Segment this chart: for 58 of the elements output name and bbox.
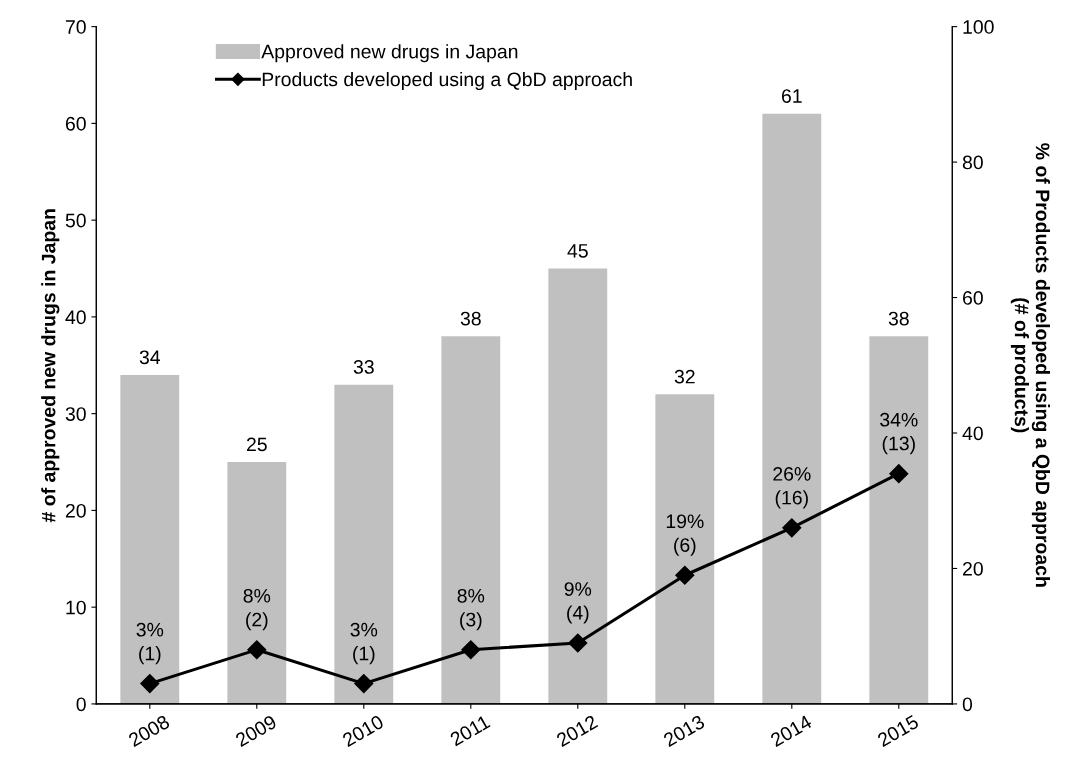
point xyxy=(461,640,481,660)
x-tick-label: 2010 xyxy=(341,714,385,748)
data-label: 9% (4) xyxy=(564,582,592,624)
x-tick-label: 2015 xyxy=(876,714,920,748)
data-label: 38 xyxy=(888,311,909,326)
data-label: 32 xyxy=(674,369,695,384)
point xyxy=(889,464,909,484)
legend-label: Products developed using a QbD approach xyxy=(262,71,632,91)
x-tick-label: 2011 xyxy=(449,714,491,747)
bar xyxy=(548,268,608,704)
data-label: 33 xyxy=(353,360,374,374)
y2-axis-title: % of Products developed using a QbD approach (# of products) xyxy=(1010,143,1051,587)
point xyxy=(782,518,802,538)
legend-label: Approved new drugs in Japan xyxy=(261,44,518,63)
y2-tick-label: 40 xyxy=(962,426,983,441)
bar xyxy=(762,113,822,704)
point xyxy=(675,565,695,585)
data-label: 25 xyxy=(246,437,267,452)
data-label: 8% (3) xyxy=(457,588,485,631)
point xyxy=(354,674,374,694)
x-tick-label: 2009 xyxy=(234,714,278,748)
bar xyxy=(227,462,287,704)
point xyxy=(140,674,160,694)
y2-tick-label: 0 xyxy=(962,697,973,712)
y2-tick-label: 80 xyxy=(962,155,983,170)
data-label: 34 xyxy=(139,350,161,365)
y-tick-label: 70 xyxy=(65,20,86,34)
y-tick-label: 40 xyxy=(65,310,86,325)
x-tick-label: 2008 xyxy=(127,714,171,748)
y2-tick-label: 60 xyxy=(963,291,983,305)
y-tick-label: 60 xyxy=(65,116,86,131)
y-tick-label: 10 xyxy=(66,600,86,615)
data-label: 61 xyxy=(781,89,802,103)
x-tick-label: 2013 xyxy=(662,714,706,748)
y-tick-label: 50 xyxy=(65,213,86,228)
bar xyxy=(441,336,501,704)
y-tick-label: 20 xyxy=(65,503,86,518)
data-label: 3% (1) xyxy=(350,622,378,665)
data-label: 26% (16) xyxy=(773,467,811,509)
y-tick-label: 30 xyxy=(65,407,86,421)
point xyxy=(568,633,588,653)
x-tick-label: 2012 xyxy=(555,714,599,748)
point xyxy=(247,640,267,660)
data-label: 45 xyxy=(567,244,588,258)
data-label: 38 xyxy=(460,311,481,326)
y2-tick-label: 100 xyxy=(963,20,994,34)
x-tick-label: 2014 xyxy=(769,714,813,748)
data-label: 8% (2) xyxy=(243,588,271,631)
bar xyxy=(334,384,394,704)
data-label: 19% (6) xyxy=(666,514,704,556)
data-label: 3% (1) xyxy=(136,622,164,665)
y-axis-title: # of approved new drugs in Japan xyxy=(41,209,60,523)
bar xyxy=(655,394,715,704)
y-tick-label: 0 xyxy=(76,697,86,712)
y2-tick-label: 20 xyxy=(963,561,983,576)
bar xyxy=(120,374,180,704)
bar xyxy=(869,336,929,704)
data-label: 34% (13) xyxy=(880,412,918,455)
